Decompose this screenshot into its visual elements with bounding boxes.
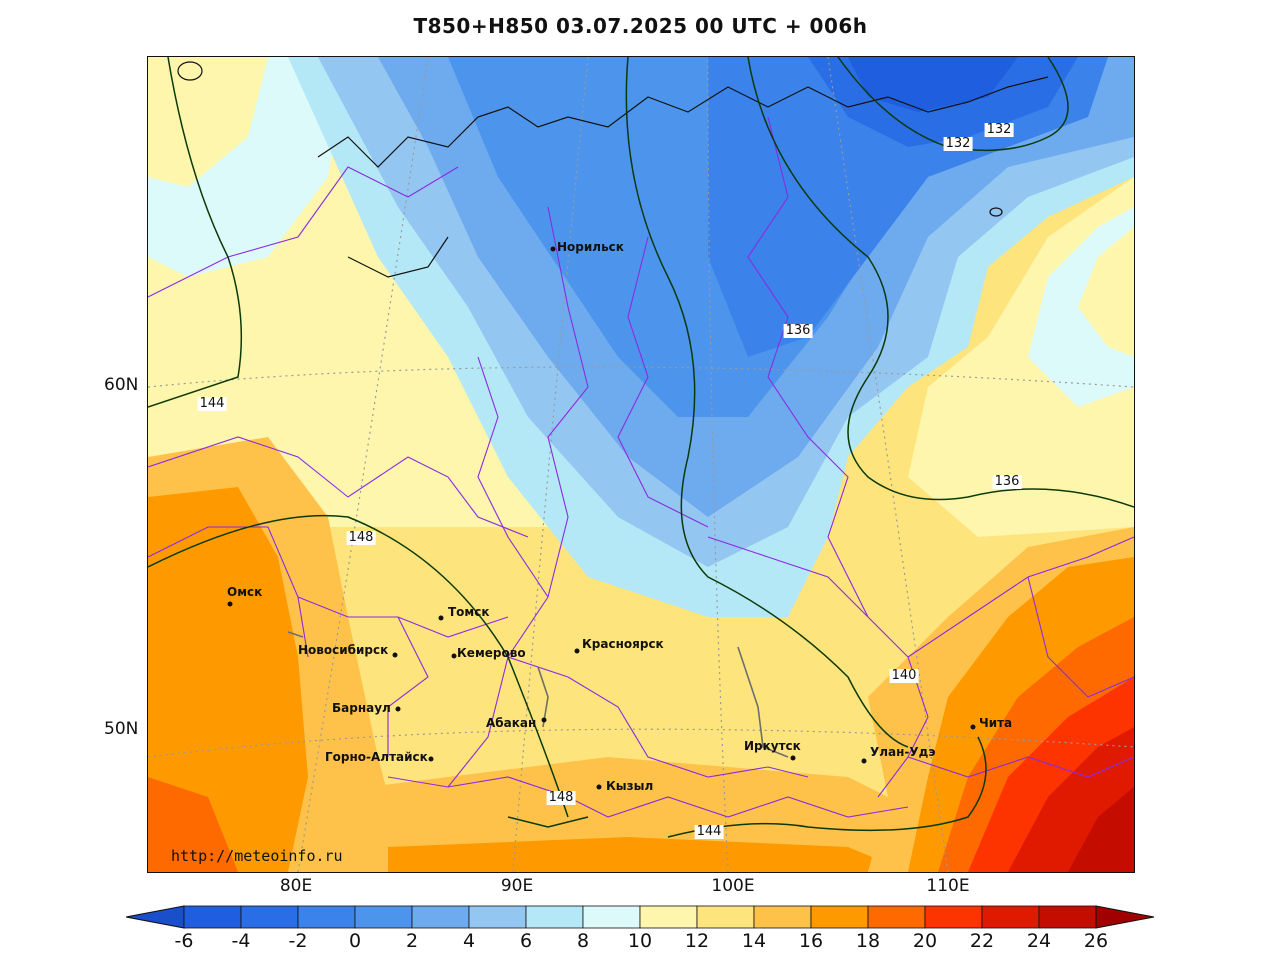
temperature-band-18	[388, 837, 908, 872]
temperature-band-20	[148, 777, 238, 872]
colorbar-cell	[582, 905, 641, 929]
colorbar-tick-label: -4	[231, 930, 251, 952]
contour-label: 144	[197, 396, 227, 411]
city-dot-tomsk	[438, 615, 444, 621]
contour-label: 136	[783, 323, 813, 338]
colorbar-tick-label: 8	[576, 930, 590, 952]
colorbar-cell	[639, 905, 698, 929]
city-dot-novosibirsk	[392, 652, 398, 658]
city-dot-norilsk	[550, 246, 556, 252]
contour-label: 136	[992, 474, 1022, 489]
colorbar-cell	[297, 905, 356, 929]
height-contours	[148, 57, 1134, 838]
colorbar-tick-label: 4	[462, 930, 476, 952]
city-dot-irkutsk	[790, 755, 796, 761]
colorbar-cell	[696, 905, 755, 929]
temperature-band-12	[1078, 227, 1134, 357]
colorbar-tick-label: 6	[519, 930, 533, 952]
colorbar-cell	[981, 905, 1040, 929]
colorbar-tick-label: -2	[288, 930, 308, 952]
colorbar-cell	[183, 905, 242, 929]
contour-label: 132	[943, 136, 973, 151]
temperature-band-18	[148, 487, 308, 872]
colorbar-tick-label: 2	[405, 930, 419, 952]
contour-label: 144	[694, 824, 724, 839]
contour-label: 148	[346, 530, 376, 545]
city-label-ulan-ude: Улан-Удэ	[870, 745, 936, 759]
contour-label: 132	[984, 122, 1014, 137]
coastline	[177, 61, 1049, 278]
colorbar-tick-label: 24	[1026, 930, 1052, 952]
city-label-irkutsk: Иркутск	[744, 739, 801, 753]
colorbar-tick-label: 14	[741, 930, 767, 952]
contour-label: 148	[546, 790, 576, 805]
map-title: T850+H850 03.07.2025 00 UTC + 006h	[413, 14, 868, 38]
colorbar-tick-label: 20	[912, 930, 938, 952]
colorbar-cell	[867, 905, 926, 929]
lakes-rivers	[287, 631, 789, 758]
city-label-omsk: Омск	[227, 585, 263, 599]
city-dot-abakan	[541, 717, 547, 723]
colorbar-tick-label: 22	[969, 930, 995, 952]
colorbar-cell	[753, 905, 812, 929]
colorbar-under-arrow	[126, 905, 185, 929]
colorbar-cell	[354, 905, 413, 929]
colorbar-cell	[1038, 905, 1097, 929]
city-dot-chita	[970, 724, 976, 730]
city-dot-gorno-altaysk	[428, 756, 434, 762]
colorbar-tick-label: -6	[174, 930, 194, 952]
city-label-abakan: Абакан	[486, 716, 537, 730]
lon-label-80e: 80E	[279, 876, 313, 896]
colorbar-tick-label: 12	[684, 930, 710, 952]
city-label-norilsk: Норильск	[557, 240, 624, 254]
colorbar-cell	[924, 905, 983, 929]
map-area[interactable]: http://meteoinfo.ru	[147, 56, 1135, 873]
colorbar-cell	[240, 905, 299, 929]
colorbar-cell	[468, 905, 527, 929]
temperature-band-26	[1068, 787, 1134, 872]
city-dot-krasnoyarsk	[574, 648, 580, 654]
city-dot-barnaul	[395, 706, 401, 712]
city-dot-kyzyl	[596, 784, 602, 790]
city-label-barnaul: Барнаул	[332, 701, 391, 715]
city-label-gorno-altaysk: Горно-Алтайск	[325, 750, 428, 764]
lat-label-50n: 50N	[104, 719, 139, 739]
colorbar-tick-label: 10	[627, 930, 653, 952]
temperature-field	[148, 57, 1134, 872]
colorbar-over-arrow	[1095, 905, 1155, 929]
watermark: http://meteoinfo.ru	[171, 847, 343, 865]
temperature-colorbar	[126, 905, 1155, 929]
city-dot-kemerovo	[451, 653, 457, 659]
colorbar-tick-label: 26	[1083, 930, 1109, 952]
colorbar-tick-label: 18	[855, 930, 881, 952]
city-dot-ulan-ude	[861, 758, 867, 764]
city-label-tomsk: Томск	[448, 605, 490, 619]
lat-label-60n: 60N	[104, 375, 139, 395]
colorbar-tick-label: 16	[798, 930, 824, 952]
colorbar-cell	[411, 905, 470, 929]
city-label-chita: Чита	[979, 716, 1013, 730]
city-dot-omsk	[227, 601, 233, 607]
temperature-band-12	[148, 57, 268, 187]
lon-label-110e: 110E	[926, 876, 970, 896]
region-borders	[148, 116, 1134, 818]
colorbar-cell	[525, 905, 584, 929]
lon-label-90e: 90E	[500, 876, 534, 896]
graticule	[148, 57, 1134, 872]
colorbar-cell	[810, 905, 869, 929]
lon-label-100e: 100E	[711, 876, 755, 896]
city-label-novosibirsk: Новосибирск	[298, 643, 389, 657]
contour-label: 140	[889, 668, 919, 683]
city-label-kemerovo: Кемерово	[457, 646, 526, 660]
colorbar-tick-label: 0	[348, 930, 362, 952]
city-label-krasnoyarsk: Красноярск	[582, 637, 664, 651]
city-label-kyzyl: Кызыл	[606, 779, 654, 793]
